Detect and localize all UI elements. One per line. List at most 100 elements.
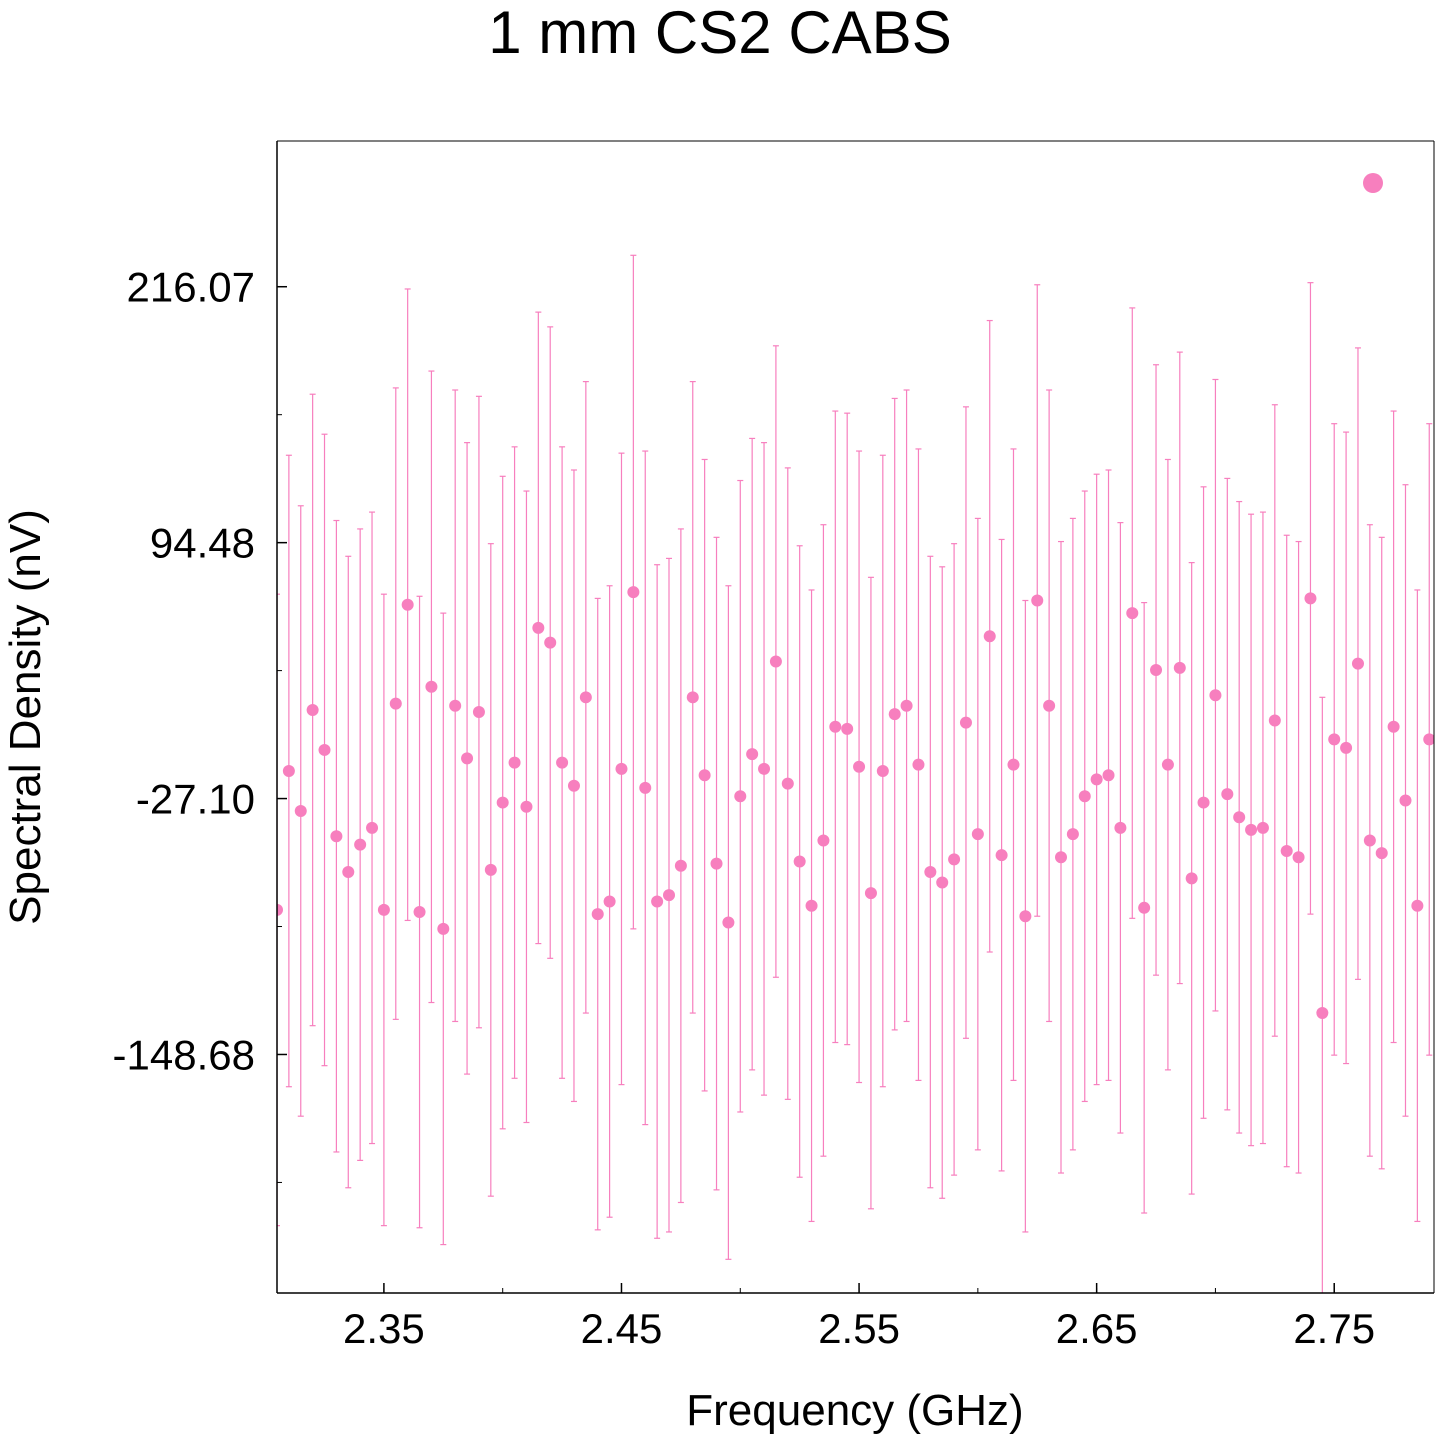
data-point [294,804,307,817]
data-point [1435,771,1440,783]
data-point [318,743,331,756]
data-point [277,903,283,916]
y-tick-label: -148.68 [113,1031,255,1078]
data-point [924,866,937,879]
x-tick-label: 2.75 [1293,1305,1375,1352]
data-point [758,762,771,775]
data-point [520,800,533,813]
data-point [449,699,462,712]
y-tick-label: -27.10 [136,776,255,823]
data-point [1090,773,1103,786]
data-point [710,857,723,870]
legend [1363,173,1383,193]
data-point [1268,714,1281,727]
data-point [425,680,438,693]
data-point [1114,821,1127,834]
data-point [366,821,379,834]
data-point [734,790,747,803]
data-point [567,779,580,792]
data-point [579,691,592,704]
data-point [853,760,866,773]
data-point [437,922,450,935]
data-point [603,895,616,908]
axes: 2.35 2.45 2.55 2.65 2.75 216.07 94.48 -27.10 -14… [113,140,1435,1352]
y-tick-label: 216.07 [127,264,255,311]
data-point [663,889,676,902]
data-point [1399,794,1412,807]
data-point [1411,899,1424,912]
data-point [1043,699,1056,712]
data-point [639,781,652,794]
data-point [1340,741,1353,754]
data-point [1221,788,1234,801]
data-point [591,908,604,921]
data-point [769,655,782,668]
data-point [461,752,474,765]
data-point [1387,720,1400,733]
data-point [1197,796,1210,809]
data-point [508,756,521,769]
data-point [900,699,913,712]
data-point [817,834,830,847]
data-point [354,838,367,851]
data-point [1055,851,1068,864]
legend-marker [1363,173,1383,193]
x-axis-label: Frequency (GHz) [686,1386,1023,1435]
data-point [1161,758,1174,771]
data-point [1185,872,1198,885]
x-tick-label: 2.55 [818,1305,900,1352]
data-point [805,899,818,912]
data-point [722,916,735,929]
data-point [1102,769,1115,782]
data-point [651,895,664,908]
data-point [793,855,806,868]
data-point [377,903,390,916]
data-point [306,703,319,716]
x-tick-label: 2.45 [581,1305,663,1352]
data-point [1126,607,1139,620]
data-point [1256,821,1269,834]
data-point [342,866,355,879]
data-point [484,863,497,876]
plot-marks [277,254,1440,1293]
data-point [413,906,426,919]
data-point [1233,811,1246,824]
data-point [496,796,509,809]
data-point [282,764,295,777]
data-point [1007,758,1020,771]
data-point [686,691,699,704]
data-point [912,758,925,771]
data-point [674,859,687,872]
data-point [948,853,961,866]
data-point [698,769,711,782]
data-group [277,254,1440,1293]
data-point [1351,657,1364,670]
data-point [971,828,984,841]
y-tick-label: 94.48 [150,520,255,567]
data-point [829,720,842,733]
data-point [1328,733,1341,746]
data-point [995,849,1008,862]
data-point [959,716,972,729]
data-point [983,630,996,643]
data-point [1363,834,1376,847]
data-point [1173,661,1186,674]
data-point [401,598,414,611]
data-point [1031,594,1044,607]
data-point [1375,847,1388,860]
data-point [627,586,640,599]
data-point [1078,790,1091,803]
data-point [330,830,343,843]
data-point [544,636,557,649]
data-point [1280,844,1293,857]
data-point [1019,910,1032,923]
data-point [472,706,485,719]
data-point [556,756,569,769]
data-point [1292,851,1305,864]
data-point [1245,823,1258,836]
data-point [1138,901,1151,914]
data-point [1316,1007,1329,1020]
data-point [888,708,901,721]
data-point [1209,689,1222,702]
